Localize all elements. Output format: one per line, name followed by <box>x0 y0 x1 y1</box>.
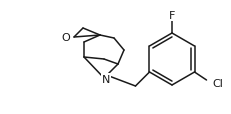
Text: F: F <box>168 11 174 21</box>
Text: O: O <box>61 33 70 43</box>
Text: Cl: Cl <box>212 78 222 88</box>
Text: N: N <box>101 74 110 84</box>
